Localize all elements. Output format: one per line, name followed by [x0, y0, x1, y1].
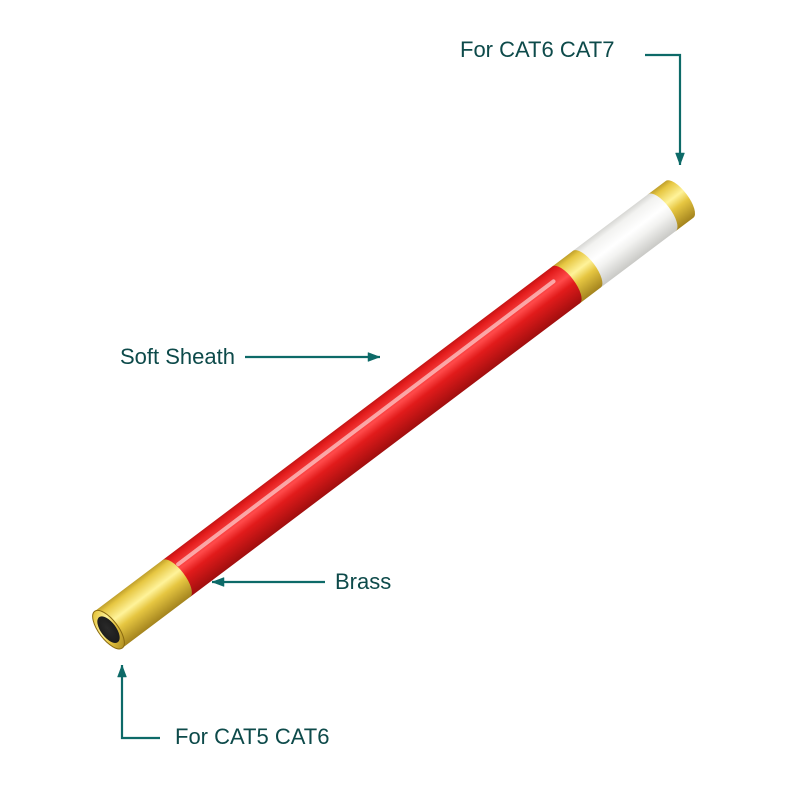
arrow-soft-sheath [245, 353, 380, 362]
arrow-brass [212, 578, 325, 587]
label-cat6-cat7: For CAT6 CAT7 [460, 38, 614, 62]
diagram-stage: For CAT6 CAT7 Soft Sheath Brass For CAT5 CA… [0, 0, 800, 800]
label-soft-sheath: Soft Sheath [120, 345, 235, 369]
sheath-highlight [178, 281, 553, 564]
segment-sheath [161, 266, 582, 598]
arrow-top-right [645, 55, 685, 165]
label-brass: Brass [335, 570, 391, 594]
label-cat5-cat6: For CAT5 CAT6 [175, 725, 329, 749]
diagram-svg [0, 0, 800, 800]
arrow-bottom-left [118, 665, 161, 738]
